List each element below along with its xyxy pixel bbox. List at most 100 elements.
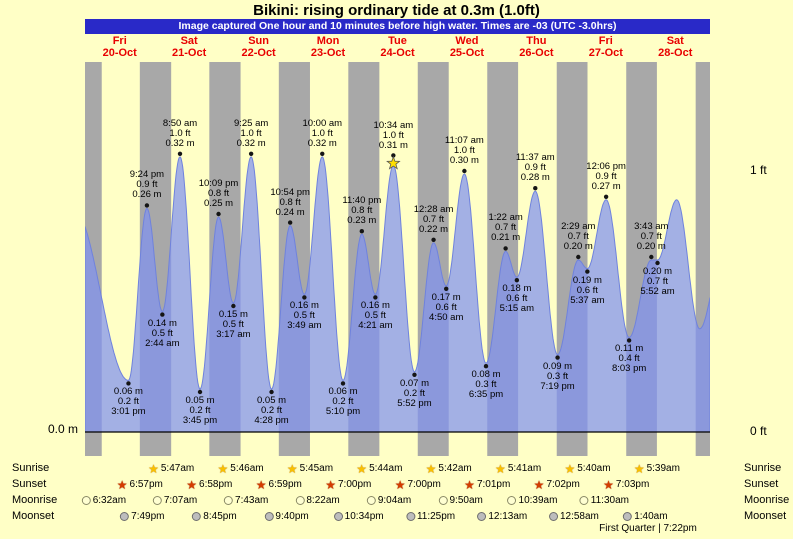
moonrise-time: 10:39am: [518, 495, 558, 506]
sunset-icon: ★: [255, 477, 267, 492]
tide-extreme-dot: [197, 389, 203, 395]
tide-extreme-dot: [302, 295, 307, 300]
sunset-icon: ★: [533, 477, 545, 492]
tide-extreme-dot: [412, 372, 417, 377]
tide-extreme-dot: [231, 303, 236, 309]
sunrise-time: 5:41am: [507, 463, 542, 474]
sunrise-time: 5:42am: [438, 463, 472, 474]
sunrise-entry: ★ 5:40am: [564, 462, 610, 475]
tide-extreme-dot: [248, 151, 254, 156]
y-axis-label-0ft: 0 ft: [750, 424, 767, 438]
moonrise-time: 7:07am: [163, 495, 198, 506]
moonset-icon: [623, 512, 633, 521]
moonset-time: 12:13am: [488, 511, 528, 522]
moonrise-icon: [295, 496, 305, 505]
day-label: Wed 25-Oct: [449, 35, 485, 59]
tide-extreme-dot: [533, 186, 538, 191]
sunrise-entry: ★ 5:47am: [148, 462, 194, 475]
sunset-time: 7:00pm: [407, 479, 441, 490]
sunset-entry: ★ 6:58pm: [186, 478, 232, 491]
sunrise-icon: ★: [495, 461, 506, 476]
moonrise-icon: [366, 496, 376, 505]
moonset-entry: 7:49pm: [120, 510, 165, 523]
sunset-entry: ★ 7:00pm: [395, 478, 441, 491]
sunset-time: 7:01pm: [476, 479, 511, 490]
tide-extreme-dot: [144, 203, 150, 208]
tide-extreme-dot: [216, 211, 221, 217]
tide-extreme-dot: [555, 355, 560, 360]
tide-extreme-dot: [444, 286, 449, 291]
sunrise-entry: ★ 5:44am: [356, 462, 402, 475]
sunset-row-label-left: Sunset: [12, 478, 47, 490]
moonrise-time: 8:22am: [306, 495, 340, 506]
moonrise-entry: 9:04am: [366, 494, 412, 507]
moonrise-entry: 10:39am: [507, 494, 558, 507]
moonset-time: 1:40am: [634, 511, 668, 522]
sunset-icon: ★: [325, 477, 336, 492]
moonset-entry: 8:45pm: [192, 510, 237, 523]
day-label: Fri 20-Oct: [102, 35, 137, 59]
page-title: Bikini: rising ordinary tide at 0.3m (1.…: [253, 2, 540, 19]
sunrise-icon: ★: [425, 461, 437, 476]
moonset-time: 12:58am: [559, 511, 599, 522]
moonrise-time: 11:30am: [590, 495, 629, 506]
moonrise-icon: [507, 496, 517, 505]
sunrise-entry: ★ 5:39am: [634, 462, 680, 475]
sunset-time: 7:03pm: [615, 479, 650, 490]
tide-chart: [85, 62, 710, 456]
tide-extreme-dot: [160, 312, 165, 317]
sunrise-row-label-left: Sunrise: [12, 462, 50, 474]
moonset-row-label-left: Moonset: [12, 510, 55, 522]
moonrise-icon: [438, 496, 448, 505]
moonset-icon: [405, 512, 415, 521]
moonrise-time: 7:43am: [235, 495, 269, 506]
tide-extreme-dot: [503, 246, 508, 251]
sunrise-icon: ★: [148, 461, 159, 476]
sunset-entry: ★ 7:01pm: [464, 478, 510, 491]
sunrise-icon: ★: [356, 461, 368, 476]
moonset-icon: [120, 512, 130, 521]
moonset-icon: [548, 512, 558, 521]
moonrise-row-label-left: Moonrise: [12, 494, 58, 506]
y-axis-label-meters: 0.0 m: [47, 422, 78, 436]
sunset-time: 7:02pm: [546, 479, 580, 490]
moonrise-icon: [579, 496, 589, 505]
sunrise-icon: ★: [286, 461, 298, 476]
sunset-entry: ★ 6:57pm: [117, 478, 163, 491]
moonrise-icon: [81, 496, 91, 505]
day-label: Sun 22-Oct: [241, 35, 276, 59]
sunset-entry: ★ 6:59pm: [256, 478, 302, 491]
tide-extreme-dot: [655, 260, 660, 266]
moonset-icon: [264, 512, 274, 521]
moonset-entry: 11:25pm: [405, 510, 456, 523]
tide-extreme-dot: [320, 151, 325, 156]
sunset-icon: ★: [464, 477, 475, 492]
sunrise-time: 5:40am: [577, 463, 611, 474]
sunset-row-label-right: Sunset: [744, 478, 779, 490]
sunrise-icon: ★: [633, 461, 645, 476]
moonset-time: 7:49pm: [131, 511, 165, 522]
sunrise-time: 5:45am: [299, 463, 334, 474]
moonrise-time: 9:04am: [377, 495, 412, 506]
sunrise-time: 5:47am: [160, 463, 195, 474]
tide-extreme-dot: [359, 229, 365, 234]
day-label: Fri 27-Oct: [588, 35, 623, 59]
sunrise-time: 5:44am: [369, 463, 403, 474]
sunset-icon: ★: [186, 477, 198, 492]
tide-extreme-dot: [287, 220, 293, 225]
tide-extreme-dot: [431, 237, 436, 242]
moonset-icon: [477, 512, 487, 521]
moonset-time: 8:45pm: [203, 511, 237, 522]
tide-extreme-dot: [576, 254, 581, 260]
y-axis-label-1ft: 1 ft: [750, 163, 767, 177]
sunrise-entry: ★ 5:45am: [287, 462, 333, 475]
moonset-time: 11:25pm: [416, 511, 456, 522]
moon-phase-footer: First Quarter | 7:22pm: [599, 523, 697, 534]
sunset-icon: ★: [116, 477, 128, 492]
day-label: Mon 23-Oct: [310, 35, 346, 59]
tide-extreme-dot: [514, 278, 520, 283]
moonrise-icon: [224, 496, 234, 505]
tide-extreme-dot: [391, 153, 396, 158]
tide-extreme-dot: [603, 194, 609, 199]
tide-extreme-dot: [126, 381, 131, 386]
